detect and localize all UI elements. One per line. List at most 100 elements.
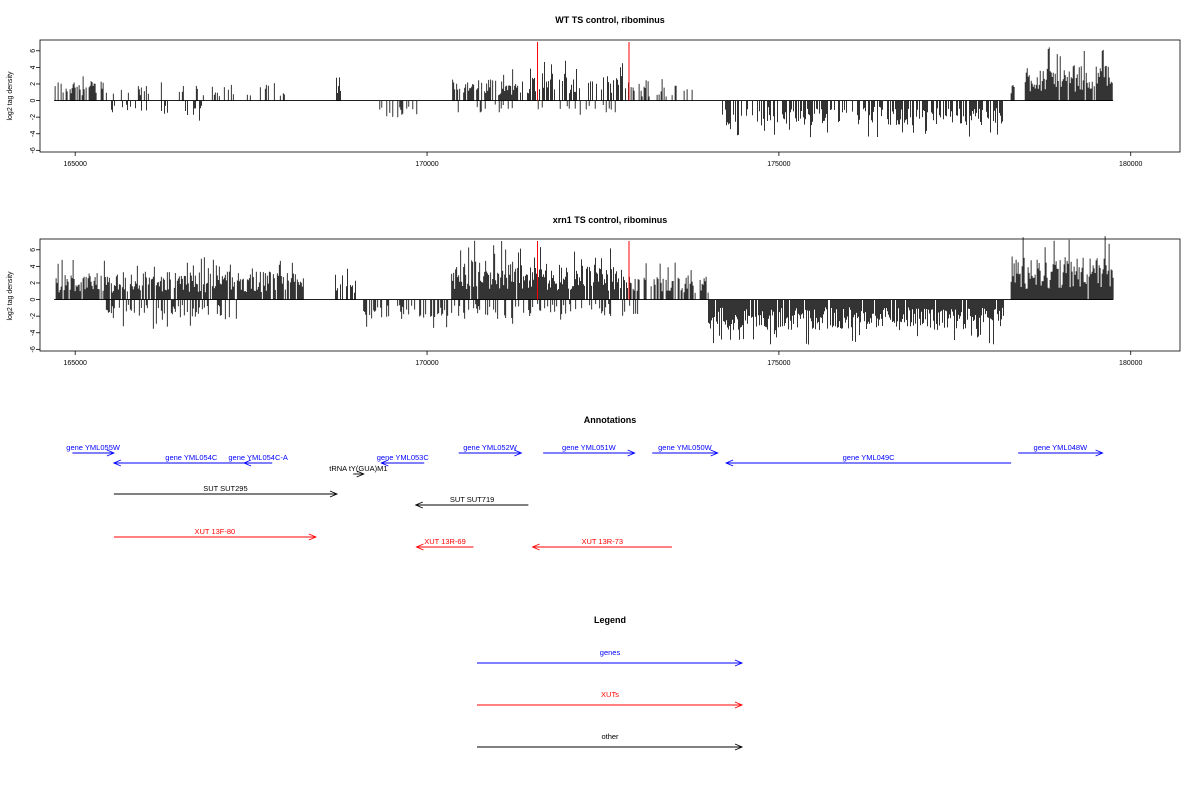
feature-label: gene YML048W [1034, 443, 1089, 452]
legend-item-gene: genes [477, 648, 744, 667]
xrn1-bar-segment [1010, 236, 1114, 300]
legend-arrow-arrowhead [734, 659, 744, 667]
xrn1-x-tick-label: 165000 [64, 360, 87, 367]
wt-bar-segment [379, 100, 418, 118]
wt-x-tick-label: 180000 [1119, 161, 1142, 168]
annotation-feature: gene YML051W [543, 443, 636, 457]
feature-label: gene YML054C-A [228, 453, 287, 462]
xrn1-bar-segment [363, 299, 449, 328]
feature-label: gene YML052W [463, 443, 518, 452]
feature-arrowhead [724, 459, 734, 467]
annotation-feature: gene YML048W [1018, 443, 1104, 457]
annotation-feature: gene YML050W [652, 443, 719, 457]
xrn1-bar-segment [708, 299, 1004, 345]
wt-y-tick-label: 2 [30, 82, 37, 86]
feature-arrowhead [414, 501, 423, 509]
xrn1-y-tick-label: -6 [30, 346, 37, 352]
wt-x-tick-label: 165000 [64, 161, 87, 168]
feature-label: gene YML050W [658, 443, 713, 452]
feature-arrowhead [531, 543, 540, 551]
legend-item-label: genes [600, 648, 621, 657]
xrn1-x-tick-label: 180000 [1119, 360, 1142, 367]
annotation-features: gene YML055W gene YML054C gene YML054C-A tR… [66, 443, 1104, 551]
feature-arrowhead [415, 543, 424, 551]
legend-arrow-arrowhead [734, 743, 744, 751]
feature-arrowhead [106, 449, 116, 457]
wt-y-tick-label: 4 [30, 65, 37, 69]
wt-bar-segment [54, 76, 104, 101]
xrn1-y-tick-label: 6 [30, 248, 37, 252]
xrn1-bar-segment [630, 262, 709, 300]
feature-label: SUT SUT719 [450, 495, 494, 504]
xrn1-bars [54, 236, 1114, 345]
xrn1-x-tick-label: 175000 [767, 360, 790, 367]
wt-y-tick-label: 0 [30, 99, 37, 103]
legend-item-label: XUTs [601, 690, 619, 699]
annotation-feature: gene YML054C [112, 453, 269, 467]
feature-arrowhead [242, 459, 252, 467]
xrn1-plot-frame [39, 238, 1181, 352]
xrn1-y-tick-label: 0 [30, 298, 37, 302]
xrn1-bar-segment [335, 268, 356, 300]
xrn1-y-tick-label: -4 [30, 330, 37, 336]
feature-label: XUT 13F-80 [195, 527, 236, 536]
feature-arrowhead [627, 449, 636, 457]
feature-arrowhead [380, 459, 389, 467]
xrn1-y-axis-label: log2 tag density [7, 271, 14, 321]
annotation-feature: gene YML052W [458, 443, 523, 457]
wt-bars [54, 42, 1114, 138]
xrn1-bar-segment [103, 257, 304, 300]
xrn1-panel: xrn1 TS control, ribominus 165000 170000 1… [7, 215, 1181, 367]
annotation-feature: gene YML054C-A [228, 453, 288, 467]
annotations-title: Annotations [584, 415, 637, 425]
feature-label: XUT 13R-69 [424, 537, 466, 546]
feature-label: gene YML054C [165, 453, 218, 462]
xrn1-x-tick-label: 170000 [415, 360, 438, 367]
wt-bar-segment [1010, 85, 1015, 101]
wt-x-tick-label: 175000 [767, 161, 790, 168]
wt-plot-frame [39, 39, 1181, 153]
wt-axes: 165000 170000 175000 180000 6 4 2 0 -2 -4 -6 [30, 49, 1143, 168]
feature-arrowhead [356, 470, 365, 478]
annotation-feature: tRNA tY(GUA)M1 [329, 464, 388, 478]
feature-arrowhead [112, 459, 122, 467]
wt-bar-segment [111, 100, 202, 121]
wt-bar-segment [105, 82, 285, 101]
feature-arrowhead [1095, 449, 1104, 457]
xrn1-y-tick-label: 4 [30, 264, 37, 268]
feature-label: gene YML049C [843, 453, 896, 462]
wt-panel: WT TS control, ribominus 165000 170000 175… [7, 15, 1181, 168]
wt-bar-segment [722, 100, 1003, 138]
wt-bar-segment [452, 69, 519, 101]
feature-label: gene YML055W [66, 443, 121, 452]
legend-arrow-arrowhead [734, 701, 744, 709]
feature-arrowhead [308, 533, 317, 541]
legend: genes XUTs other [477, 648, 744, 751]
annotation-feature: gene YML055W [66, 443, 121, 457]
xrn1-bar-segment [518, 247, 631, 300]
annotation-feature: SUT SUT295 [113, 484, 339, 498]
xrn1-bar-segment [451, 240, 519, 300]
wt-panel-title: WT TS control, ribominus [555, 15, 665, 25]
legend-item-other: other [477, 732, 744, 751]
wt-bar-segment [336, 77, 341, 101]
wt-y-tick-label: -4 [30, 131, 37, 137]
wt-y-tick-label: -2 [30, 114, 37, 120]
xrn1-bar-segment [451, 299, 639, 324]
feature-label: XUT 13R-73 [581, 537, 623, 546]
feature-arrowhead [514, 449, 523, 457]
wt-y-tick-label: -6 [30, 147, 37, 153]
feature-label: SUT SUT295 [203, 484, 247, 493]
annotation-feature: XUT 13F-80 [113, 527, 317, 541]
wt-bar-segment [1024, 47, 1113, 101]
wt-y-tick-label: 6 [30, 49, 37, 53]
xrn1-panel-title: xrn1 TS control, ribominus [553, 215, 668, 225]
xrn1-bar-segment [55, 259, 104, 300]
xrn1-y-tick-label: -2 [30, 313, 37, 319]
annotation-feature: XUT 13R-73 [531, 537, 672, 551]
xrn1-axes: 165000 170000 175000 180000 6 4 2 0 -2 -4 -6 [30, 248, 1143, 367]
wt-bar-segment [630, 79, 693, 101]
wt-bar-segment [520, 60, 629, 101]
legend-item-label: other [601, 732, 619, 741]
